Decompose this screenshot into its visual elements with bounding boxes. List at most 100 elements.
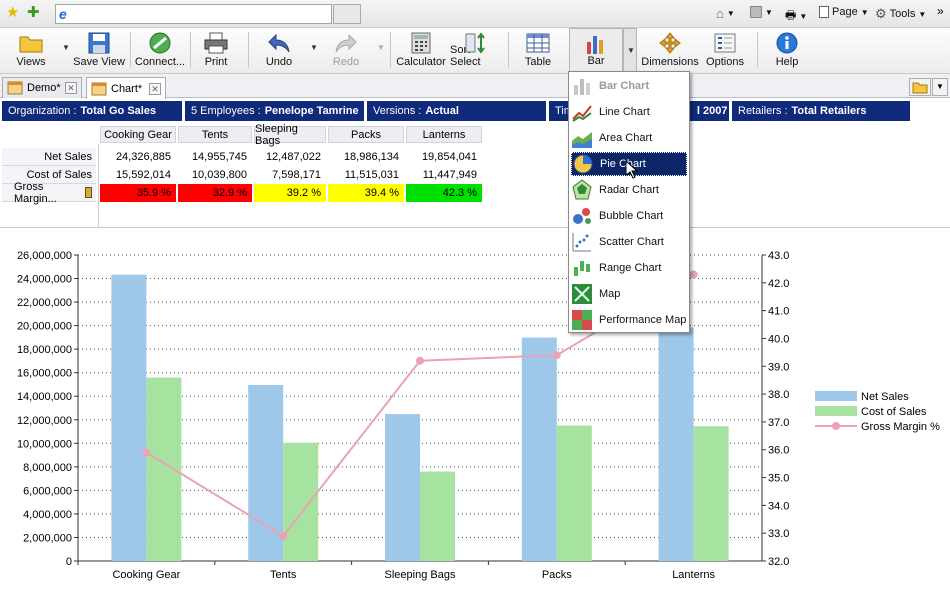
menu-item-bubble-chart[interactable]: Bubble Chart <box>571 204 687 228</box>
tab-chart-label: Chart* <box>111 82 143 95</box>
table-button[interactable]: Table <box>518 28 558 74</box>
filter-value: Penelope Tamrine <box>264 105 359 117</box>
sort-select-button[interactable]: Sort Select <box>450 28 502 74</box>
y-left-tick-label: 22,000,000 <box>17 297 72 309</box>
y-right-tick-label: 36.0 <box>768 445 789 457</box>
menu-item-label: Area Chart <box>599 132 653 144</box>
add-favorites-icon[interactable]: ✚ <box>27 4 40 21</box>
views-dropdown-icon[interactable]: ▼ <box>62 43 70 52</box>
table-cell[interactable]: 42.3 % <box>406 184 482 202</box>
help-label: Help <box>775 56 799 68</box>
legend-swatch <box>815 391 857 401</box>
feeds-icon[interactable]: ▼ <box>750 6 773 18</box>
undo-dropdown-icon[interactable]: ▼ <box>310 43 318 52</box>
table-cell[interactable]: 24,326,885 <box>115 151 171 163</box>
table-cell[interactable]: 11,447,949 <box>422 169 477 181</box>
table-cell[interactable]: 11,515,031 <box>344 169 399 181</box>
menu-item-label: Map <box>599 288 621 300</box>
page-menu[interactable]: Page ▼ <box>819 6 869 18</box>
bar-chart-button[interactable]: Bar <box>569 28 623 74</box>
table-cell[interactable]: 32.9 % <box>178 184 252 202</box>
menu-item-scatter-chart[interactable]: Scatter Chart <box>571 230 687 254</box>
column-header[interactable]: Sleeping Bags <box>254 123 326 147</box>
column-header[interactable]: Tents <box>178 126 252 143</box>
column-header[interactable]: Cooking Gear <box>100 126 176 143</box>
gross-margin-point <box>142 448 151 457</box>
table-icon <box>526 33 550 53</box>
menu-item-map[interactable]: Map <box>571 282 687 306</box>
save-view-button[interactable]: Save View <box>73 28 125 74</box>
filter-retailers[interactable]: Retailers : Total Retailers <box>732 101 910 121</box>
print-button[interactable]: Print <box>196 28 236 74</box>
y-right-tick-label: 34.0 <box>768 500 789 512</box>
dimensions-button[interactable]: Dimensions <box>641 28 699 74</box>
undo-button[interactable]: Undo <box>260 28 298 74</box>
document-tabs: Demo* ✕ Chart* ✕ ▼ <box>0 74 950 99</box>
column-header[interactable]: Packs <box>328 126 404 143</box>
x-tick-label: Cooking Gear <box>112 569 180 581</box>
tools-menu[interactable]: ⚙ Tools ▼ <box>875 6 927 21</box>
favorites-star-icon[interactable]: ★ <box>6 4 20 21</box>
open-folder-button[interactable] <box>909 78 931 96</box>
menu-item-line-chart[interactable]: Line Chart <box>571 100 687 124</box>
filter-organization[interactable]: Organization : Total Go Sales <box>2 101 182 121</box>
new-tab-button[interactable] <box>333 4 361 24</box>
chevron-more-icon[interactable]: » <box>937 4 944 18</box>
close-icon[interactable]: ✕ <box>65 82 77 94</box>
filter-versions[interactable]: Versions : Actual <box>367 101 546 121</box>
table-cell[interactable]: 39.2 % <box>254 184 326 202</box>
table-cell[interactable]: 19,854,041 <box>421 151 477 163</box>
menu-item-label: Performance Map <box>599 314 687 326</box>
redo-button: Redo <box>327 28 365 74</box>
table-cell[interactable]: 18,986,134 <box>343 151 399 163</box>
row-header[interactable]: Cost of Sales <box>2 166 96 184</box>
table-cell[interactable]: 15,592,014 <box>115 169 171 181</box>
calculator-button[interactable]: Calculator <box>395 28 447 74</box>
y-left-tick-label: 24,000,000 <box>17 274 72 286</box>
close-icon[interactable]: ✕ <box>149 82 161 95</box>
views-button[interactable]: Views <box>8 28 54 74</box>
home-icon[interactable]: ⌂ ▼ <box>716 6 735 21</box>
legend-label: Cost of Sales <box>861 406 927 418</box>
bar-cost-of-sales <box>693 426 729 561</box>
column-header[interactable]: Lanterns <box>406 126 482 143</box>
gross-margin-point <box>279 531 288 540</box>
bubble-chart-icon <box>573 208 591 224</box>
tab-chart[interactable]: Chart* ✕ <box>86 77 166 99</box>
redo-label: Redo <box>332 56 360 68</box>
print-icon[interactable]: 🖶 ▼ <box>785 8 808 22</box>
connect-label: Connect... <box>134 56 186 68</box>
connect-button[interactable]: Connect... <box>133 28 187 74</box>
table-cell[interactable]: 14,955,745 <box>191 151 247 163</box>
y-right-tick-label: 37.0 <box>768 417 789 429</box>
bar-net-sales <box>521 337 557 561</box>
y-left-tick-label: 10,000,000 <box>17 438 72 450</box>
radar-chart-icon <box>572 179 592 200</box>
filter-value: Total Retailers <box>791 105 867 117</box>
table-cell[interactable]: 10,039,800 <box>191 169 247 181</box>
help-button[interactable]: Help <box>768 28 806 74</box>
filter-employees[interactable]: 5 Employees : Penelope Tamrine <box>185 101 364 121</box>
menu-item-label: Pie Chart <box>600 158 646 170</box>
row-header[interactable]: Net Sales <box>2 148 96 166</box>
tab-demo[interactable]: Demo* ✕ <box>2 77 82 98</box>
menu-item-radar-chart[interactable]: Radar Chart <box>571 178 687 202</box>
row-header[interactable]: Gross Margin... <box>2 181 96 205</box>
calculated-measure-icon <box>85 187 92 198</box>
menu-item-range-chart[interactable]: Range Chart <box>571 256 687 280</box>
menu-item-label: Range Chart <box>599 262 662 274</box>
table-cell[interactable]: 12,487,022 <box>265 151 321 163</box>
tab-list-dropdown[interactable]: ▼ <box>932 78 948 96</box>
table-cell[interactable]: 39.4 % <box>328 184 404 202</box>
dimensions-label: Dimensions <box>641 56 699 68</box>
chart-type-dropdown-button[interactable]: ▼ <box>623 28 637 74</box>
table-cell[interactable]: 35.9 % <box>100 184 176 202</box>
table-cell[interactable]: 7,598,171 <box>272 169 321 181</box>
scatter-chart-icon <box>572 233 591 252</box>
address-bar[interactable]: e <box>55 4 332 24</box>
menu-item-performance-map[interactable]: Performance Map <box>571 308 687 332</box>
y-left-tick-label: 6,000,000 <box>23 485 72 497</box>
y-left-tick-label: 18,000,000 <box>17 344 72 356</box>
menu-item-area-chart[interactable]: Area Chart <box>571 126 687 150</box>
options-button[interactable]: Options <box>704 28 746 74</box>
